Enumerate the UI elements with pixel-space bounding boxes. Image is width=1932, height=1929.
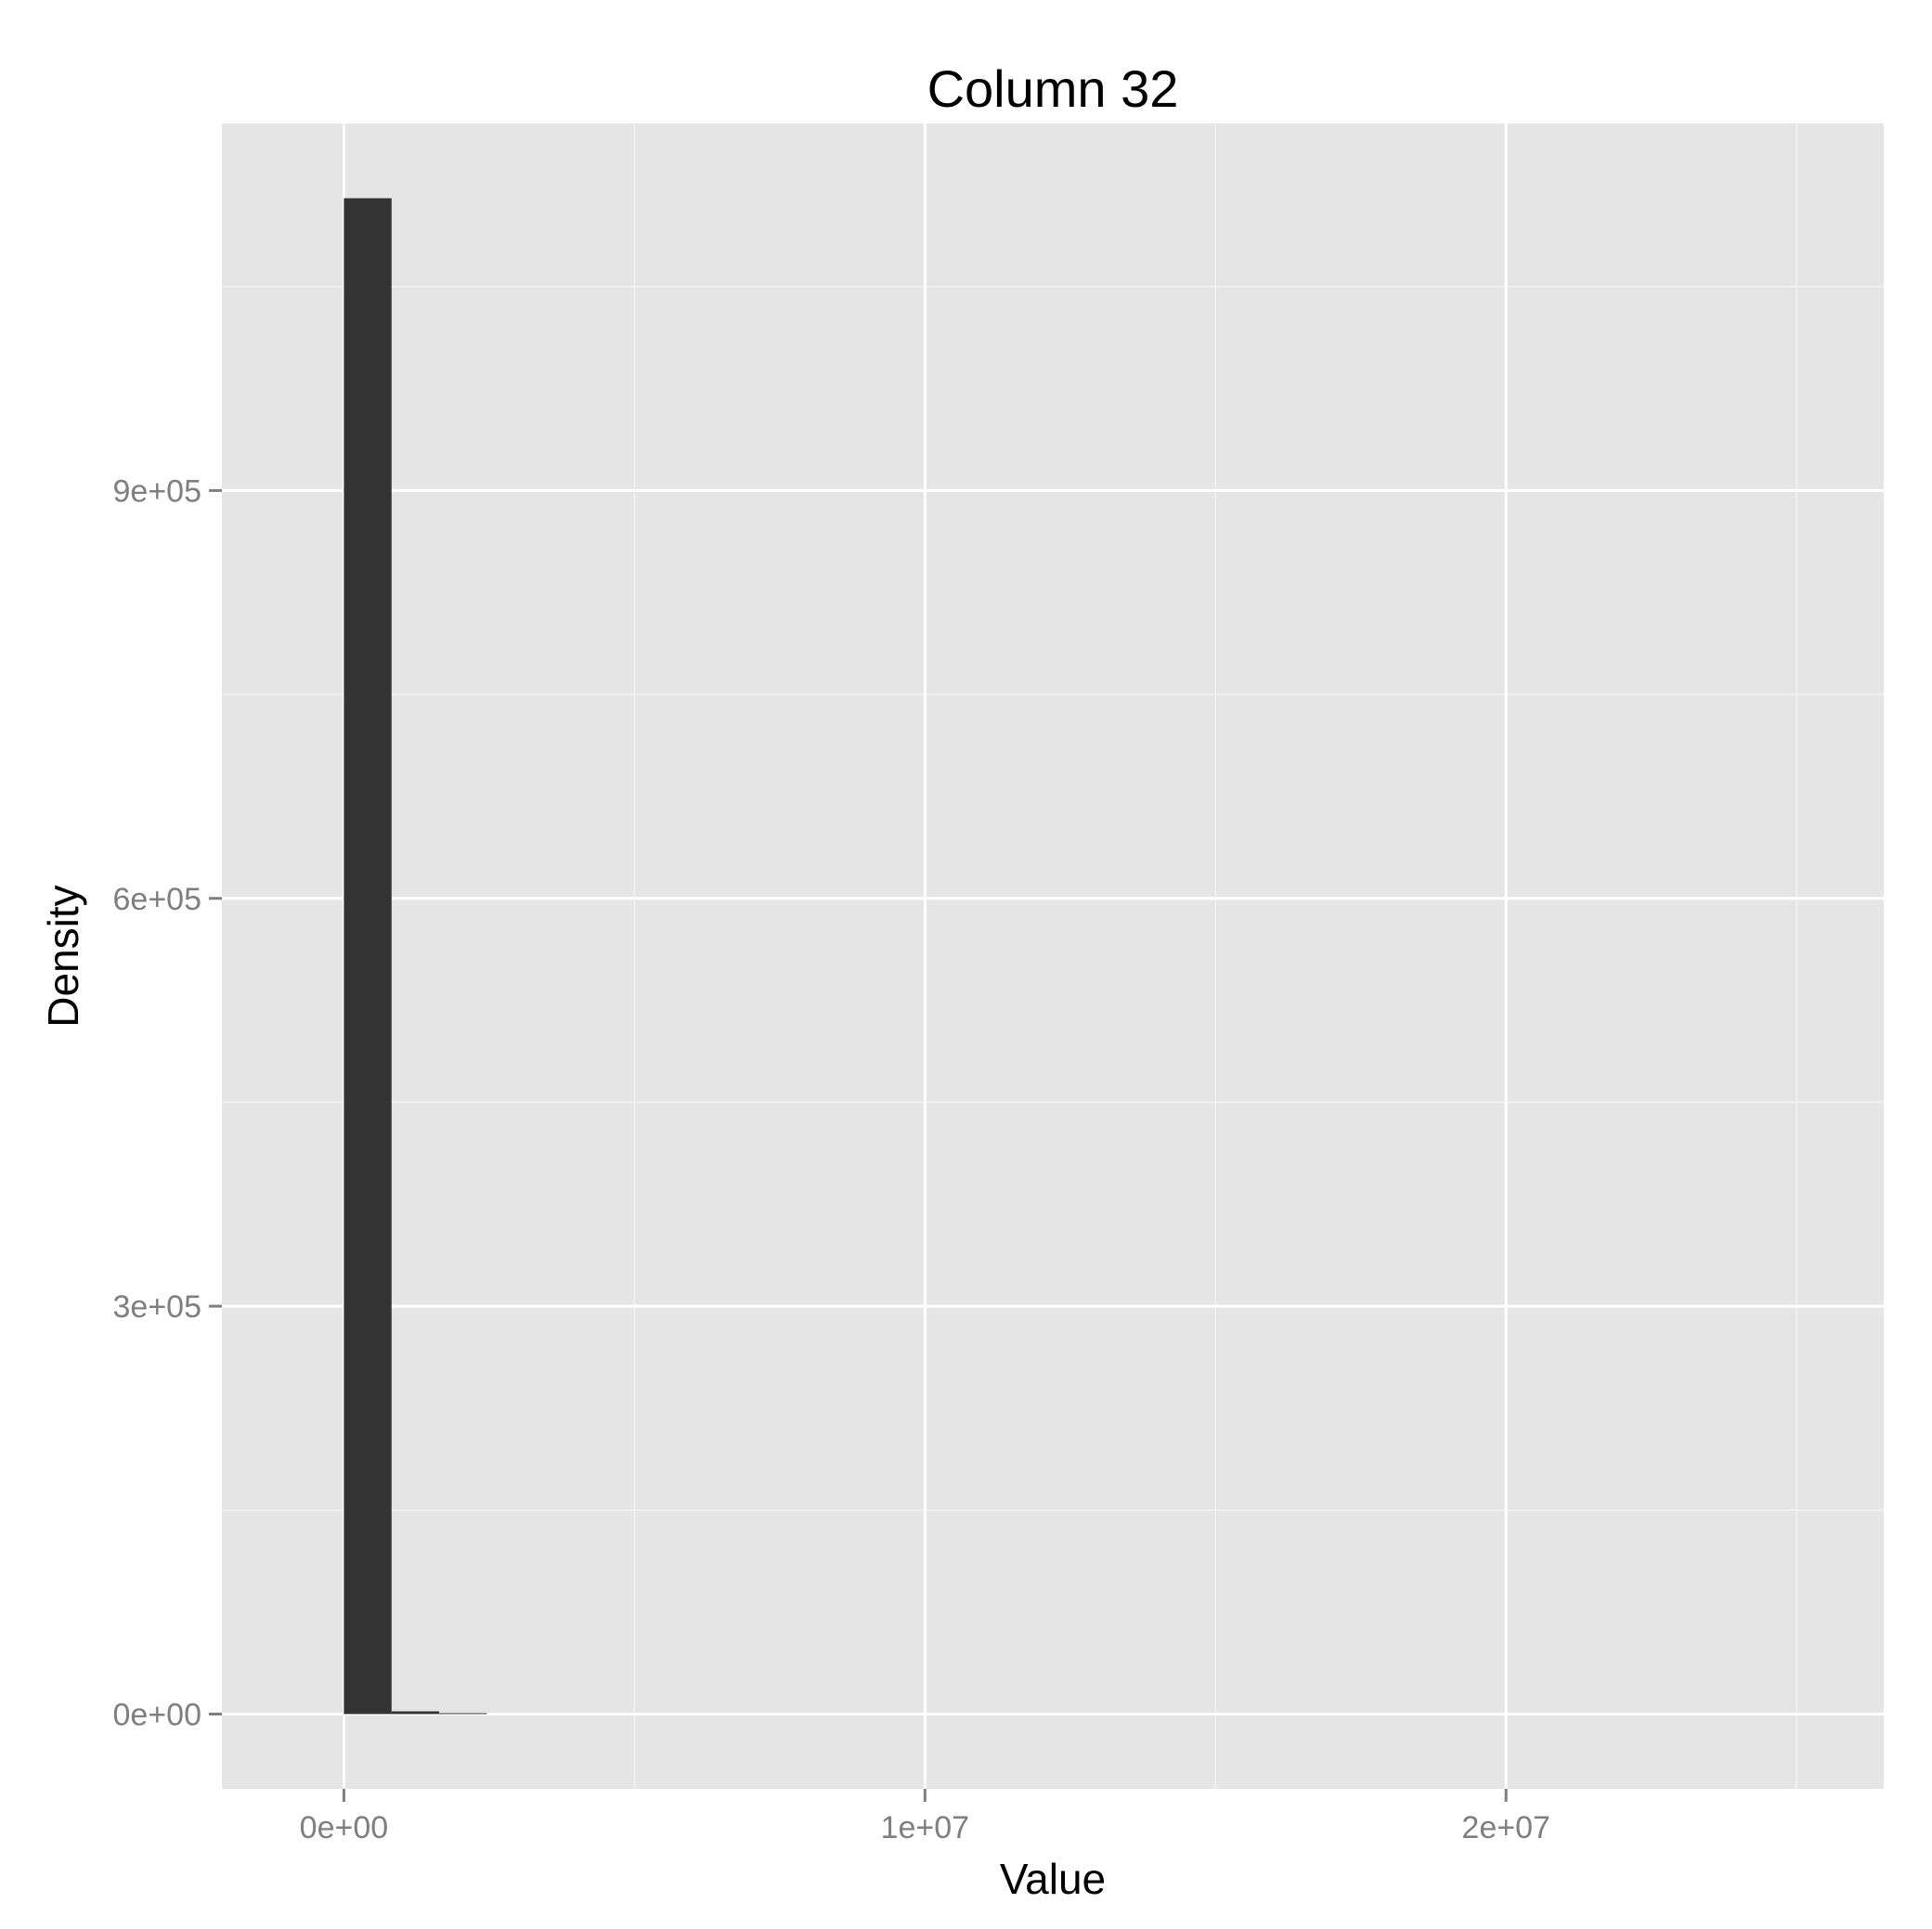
histogram-bar xyxy=(344,198,392,1715)
x-axis: 0e+00 1e+07 2e+07 xyxy=(300,1789,1550,1845)
plot-panel xyxy=(222,123,1884,1789)
y-tick-label: 9e+05 xyxy=(113,473,202,509)
chart-title: Column 32 xyxy=(927,59,1179,118)
histogram-bar xyxy=(391,1711,440,1715)
minor-gridlines xyxy=(222,123,1884,1789)
y-tick-label: 3e+05 xyxy=(113,1289,202,1325)
x-tick-label: 1e+07 xyxy=(881,1810,970,1845)
x-tick-label: 2e+07 xyxy=(1461,1810,1550,1845)
x-tick-label: 0e+00 xyxy=(300,1810,389,1845)
histogram-bar xyxy=(439,1713,487,1715)
y-tick-label: 6e+05 xyxy=(113,882,202,917)
major-gridlines xyxy=(222,123,1884,1789)
y-tick-label: 0e+00 xyxy=(113,1697,202,1732)
y-axis-title: Density xyxy=(39,885,87,1027)
histogram-bars xyxy=(344,198,487,1715)
x-axis-title: Value xyxy=(1000,1855,1106,1903)
y-axis: 0e+00 3e+05 6e+05 9e+05 xyxy=(113,473,222,1732)
